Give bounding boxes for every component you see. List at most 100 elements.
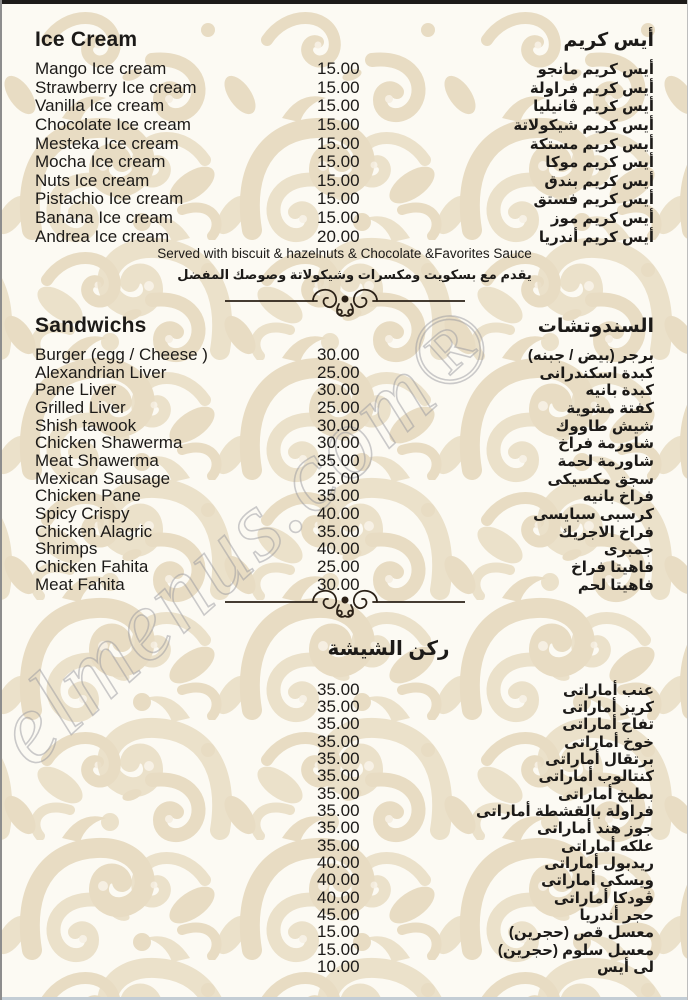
menu-item-row: Pane Liver 30.00 كبدة بانيه (2, 380, 687, 400)
menu-item-row: Pistachio Ice cream 15.00 أيس كريم فستق (2, 189, 687, 209)
menu-item-row: Strawberry Ice cream 15.00 أيس كريم فراو… (2, 78, 687, 98)
item-name-en: Nuts Ice cream (35, 170, 150, 190)
item-name-en: Chocolate Ice cream (35, 115, 191, 135)
item-name-ar: ويسكى أماراتى (541, 872, 654, 890)
menu-item-row: 35.00 بطيخ أماراتى (2, 784, 687, 803)
item-name-ar: ڤودكا أماراتى (553, 889, 654, 907)
item-name-ar: حجر أندريا (579, 907, 654, 925)
menu-item-row: 35.00 عنب أماراتى (2, 679, 687, 699)
ornament-divider (2, 285, 687, 321)
section-title-en: Sandwichs (35, 314, 147, 337)
item-name-ar: برتقال أماراتى (545, 751, 654, 769)
item-price: 35.00 (317, 835, 360, 855)
section-title-ar: أيس كريم (563, 30, 654, 51)
item-price: 25.00 (317, 397, 360, 417)
menu-item-row: 15.00 معسل سلوم (حجرين) (2, 939, 687, 959)
serving-note-ar: يقدم مع بسكويت ومكسرات وشيكولاتة وصوصك ا… (177, 267, 532, 282)
item-price: 15.00 (317, 133, 360, 153)
item-name-ar: سجق مكسيكى (547, 470, 654, 488)
item-name-en: Mexican Sausage (35, 468, 171, 488)
item-price: 15.00 (317, 115, 360, 135)
item-price: 40.00 (317, 870, 360, 890)
section-title-shisha: ركن الشيشة (327, 638, 450, 660)
item-name-ar: تفاح أماراتى (562, 716, 654, 734)
menu-item-row: 35.00 برتقال أماراتى (2, 749, 687, 769)
menu-item-row: 35.00 تفاح أماراتى (2, 714, 687, 734)
item-name-ar: كرسبى سبايسى (533, 506, 654, 524)
item-name-ar: فراولة بالقشطة أماراتى (476, 803, 654, 821)
item-name-en: Chicken Pane (35, 486, 141, 506)
item-price: 35.00 (317, 697, 360, 717)
item-price: 35.00 (317, 679, 360, 699)
item-price: 15.00 (317, 208, 360, 228)
item-name-ar: فاهيتا فراخ (570, 559, 654, 577)
menu-item-row: Chicken Shawerma 30.00 شاورمة فراخ (2, 433, 687, 453)
section-title-ar: السندوتشات (537, 316, 654, 337)
menu-item-row: 45.00 حجر أندريا (2, 905, 687, 925)
menu-item-row: Grilled Liver 25.00 كفتة مشوية (2, 397, 687, 417)
item-name-ar: أيس كريم أندريا (538, 228, 654, 246)
item-name-en: Spicy Crispy (35, 504, 130, 524)
item-price: 35.00 (317, 450, 360, 470)
ornament-divider (2, 586, 687, 622)
item-name-ar: أيس كريم موكا (545, 154, 654, 172)
item-price: 40.00 (317, 887, 360, 907)
swirl-divider-icon (224, 288, 465, 317)
item-name-ar: فراخ الاجريك (558, 523, 654, 541)
item-name-ar: شاورمة فراخ (558, 435, 654, 453)
item-name-en: Mesteka Ice cream (35, 133, 179, 153)
page-bottom-border (2, 997, 687, 1000)
menu-item-row: Spicy Crispy 40.00 كرسبى سبايسى (2, 504, 687, 524)
item-price: 20.00 (317, 226, 360, 246)
item-price: 30.00 (317, 380, 360, 400)
item-name-ar: أيس كريم مستكة (529, 135, 654, 153)
menu-item-row: Nuts Ice cream 15.00 أيس كريم بندق (2, 170, 687, 191)
menu-item-row: Chicken Alagric 35.00 فراخ الاجريك (2, 521, 687, 541)
menu-item-row: 35.00 كنتالوب أماراتى (2, 766, 687, 786)
item-name-ar: كنتالوب أماراتى (538, 768, 654, 786)
item-name-ar: معسل قص (حجرين) (508, 924, 654, 942)
menu-item-row: 35.00 كريز أماراتى (2, 697, 687, 717)
menu-item-row: Andrea Ice cream 20.00 أيس كريم أندريا (2, 227, 687, 246)
shisha-list: 35.00 عنب أماراتى 35.00 كريز أماراتى 35.… (2, 679, 687, 977)
item-price: 40.00 (317, 504, 360, 524)
menu-item-row: Burger (egg / Cheese ) 30.00 برجر (بيض /… (2, 345, 687, 364)
item-price: 35.00 (317, 486, 360, 506)
item-price: 35.00 (317, 521, 360, 541)
item-price: 15.00 (317, 96, 360, 116)
item-name-ar: أيس كريم شيكولاتة (513, 117, 654, 135)
item-name-ar: لى أيس (597, 959, 654, 977)
ice-cream-list: Mango Ice cream 15.00 أيس كريم مانجو Str… (2, 59, 687, 246)
menu-item-row: Meat Shawerma 35.00 شاورمة لحمة (2, 450, 687, 470)
item-price: 10.00 (317, 957, 360, 977)
item-price: 35.00 (317, 731, 360, 751)
item-price: 40.00 (317, 853, 360, 873)
item-name-ar: بطيخ أماراتى (558, 785, 654, 803)
serving-note-en: Served with biscuit & hazelnuts & Chocol… (157, 246, 532, 261)
item-price: 15.00 (317, 939, 360, 959)
menu-item-row: Shish tawook 30.00 شيش طاووك (2, 415, 687, 435)
item-name-en: Chicken Alagric (35, 521, 153, 541)
item-price: 35.00 (317, 714, 360, 734)
item-price: 35.00 (317, 818, 360, 838)
item-price: 45.00 (317, 905, 360, 925)
item-price: 30.00 (317, 415, 360, 435)
item-name-en: Meat Fahita (35, 574, 125, 594)
item-name-en: Vanilla Ice cream (35, 96, 165, 116)
item-name-en: Chicken Fahita (35, 557, 149, 577)
item-price: 40.00 (317, 539, 360, 559)
menu-item-row: Vanilla Ice cream 15.00 أيس كريم ڤانيليا (2, 96, 687, 116)
menu-item-row: Chocolate Ice cream 15.00 أيس كريم شيكول… (2, 115, 687, 135)
menu-item-row: Mesteka Ice cream 15.00 أيس كريم مستكة (2, 134, 687, 153)
item-name-ar: كبدة بانيه (585, 382, 654, 400)
item-price: 25.00 (317, 557, 360, 577)
menu-item-row: 10.00 لى أيس (2, 957, 687, 977)
menu-item-row: Mocha Ice cream 15.00 أيس كريم موكا (2, 152, 687, 172)
item-name-ar: برجر (بيض / جبنه) (527, 346, 654, 364)
item-name-ar: أيس كريم بندق (544, 172, 654, 190)
menu-item-row: Chicken Pane 35.00 فراخ بانيه (2, 486, 687, 506)
item-name-en: Grilled Liver (35, 397, 126, 417)
item-name-ar: ريدبول أماراتى (544, 855, 654, 873)
menu-item-row: Mexican Sausage 25.00 سجق مكسيكى (2, 468, 687, 488)
